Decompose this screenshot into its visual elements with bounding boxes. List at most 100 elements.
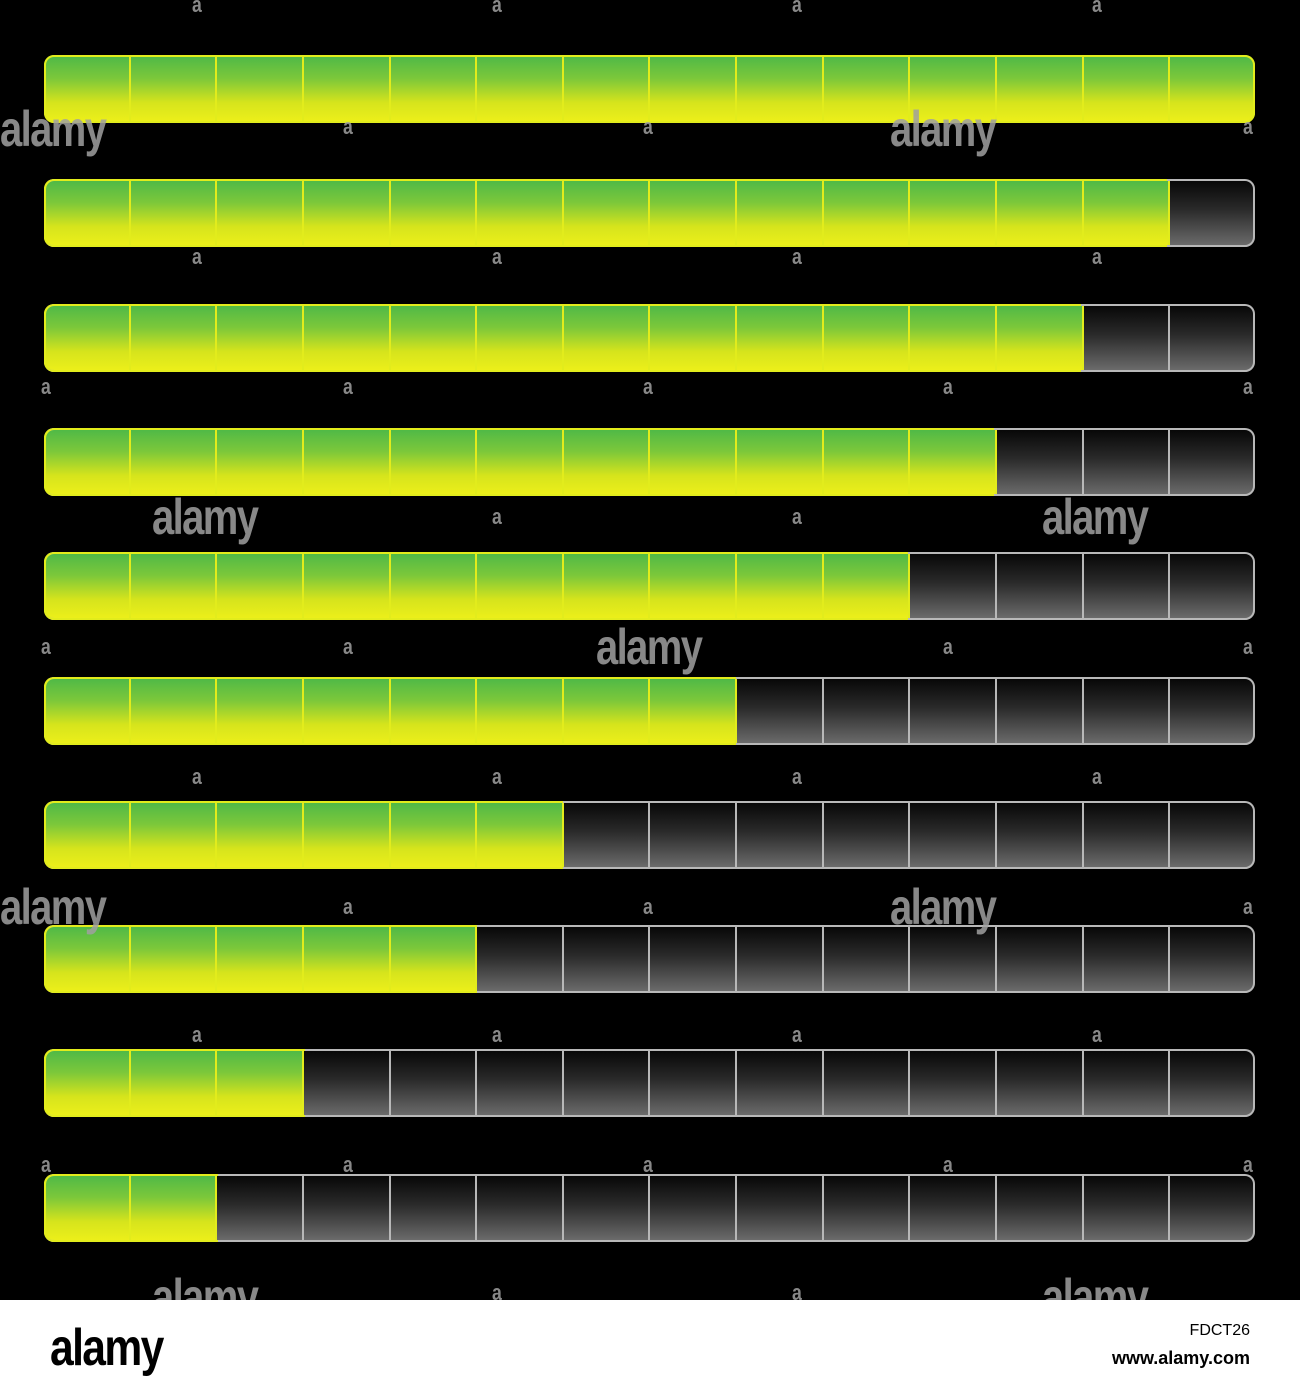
segment-filled <box>130 428 218 496</box>
watermark-mark: a <box>192 764 202 789</box>
segment-empty <box>997 925 1084 993</box>
segment-empty <box>563 1174 651 1242</box>
segment-filled <box>650 55 738 123</box>
watermark-mark: a <box>943 1152 953 1177</box>
segment-empty <box>1083 1174 1171 1242</box>
segment-filled <box>650 428 738 496</box>
watermark-mark: a <box>343 634 353 659</box>
watermark-mark: a <box>1243 634 1253 659</box>
segment-empty <box>390 1049 478 1117</box>
segment-filled <box>130 677 218 745</box>
segment-empty <box>1170 1174 1255 1242</box>
watermark-logo: alamy <box>596 619 703 675</box>
progress-bar-5 <box>44 552 1255 620</box>
segment-empty <box>1083 552 1171 620</box>
segment-empty <box>1170 1049 1255 1117</box>
segment-empty <box>1170 304 1255 372</box>
segment-filled <box>1083 55 1171 123</box>
segment-empty <box>997 677 1084 745</box>
segment-filled <box>737 55 824 123</box>
progress-bar-4 <box>44 428 1255 496</box>
segment-filled <box>477 179 564 247</box>
segment-empty <box>1170 925 1255 993</box>
segment-filled <box>44 801 131 869</box>
segment-filled <box>650 552 738 620</box>
watermark-mark: a <box>343 374 353 399</box>
segment-empty <box>910 801 998 869</box>
segment-filled <box>563 55 651 123</box>
watermark-mark: a <box>343 1152 353 1177</box>
segment-filled <box>303 925 391 993</box>
watermark-mark: a <box>1243 114 1253 139</box>
progress-bar-1 <box>44 55 1255 123</box>
segment-filled <box>997 179 1084 247</box>
watermark-mark: a <box>792 504 802 529</box>
segment-empty <box>217 1174 304 1242</box>
segment-filled <box>737 428 824 496</box>
watermark-mark: a <box>792 244 802 269</box>
segment-empty <box>1083 677 1171 745</box>
watermark-logo: alamy <box>890 101 997 157</box>
segment-filled <box>130 55 218 123</box>
segment-filled <box>477 677 564 745</box>
segment-empty <box>910 552 998 620</box>
segment-filled <box>303 801 391 869</box>
watermark-logo: alamy <box>0 101 107 157</box>
segment-filled <box>823 552 911 620</box>
segment-empty <box>823 801 911 869</box>
segment-filled <box>477 801 564 869</box>
segment-filled <box>217 179 304 247</box>
watermark-mark: a <box>492 1022 502 1047</box>
segment-empty <box>910 1174 998 1242</box>
segment-filled <box>1170 55 1255 123</box>
segment-empty <box>1170 801 1255 869</box>
footer-image-id: FDCT26 <box>1189 1322 1250 1339</box>
watermark-mark: a <box>1243 894 1253 919</box>
segment-empty <box>823 1049 911 1117</box>
segment-filled <box>823 55 911 123</box>
progress-bar-9 <box>44 1049 1255 1117</box>
segment-filled <box>563 304 651 372</box>
watermark-mark: a <box>41 374 51 399</box>
segment-filled <box>217 428 304 496</box>
segment-empty <box>650 1174 738 1242</box>
segment-filled <box>130 1049 218 1117</box>
segment-filled <box>477 552 564 620</box>
segment-empty <box>303 1174 391 1242</box>
segment-filled <box>217 1049 304 1117</box>
segment-filled <box>650 179 738 247</box>
watermark-mark: a <box>643 894 653 919</box>
watermark-mark: a <box>1243 374 1253 399</box>
segment-empty <box>1083 304 1171 372</box>
footer-strip: alamy FDCT26 www.alamy.com <box>0 1300 1300 1390</box>
segment-empty <box>650 925 738 993</box>
segment-filled <box>563 677 651 745</box>
segment-empty <box>650 801 738 869</box>
watermark-mark: a <box>492 244 502 269</box>
watermark-mark: a <box>1243 1152 1253 1177</box>
segment-filled <box>390 428 478 496</box>
segment-empty <box>563 1049 651 1117</box>
segment-empty <box>1083 801 1171 869</box>
watermark-mark: a <box>41 1152 51 1177</box>
segment-filled <box>1083 179 1171 247</box>
segment-filled <box>217 55 304 123</box>
segment-empty <box>303 1049 391 1117</box>
segment-empty <box>997 428 1084 496</box>
segment-empty <box>563 925 651 993</box>
watermark-mark: a <box>343 114 353 139</box>
progress-bar-10 <box>44 1174 1255 1242</box>
segment-empty <box>477 1049 564 1117</box>
segment-empty <box>737 1174 824 1242</box>
segment-empty <box>1083 925 1171 993</box>
watermark-mark: a <box>492 764 502 789</box>
segment-filled <box>130 552 218 620</box>
progress-bar-stack <box>44 55 1255 1242</box>
segment-empty <box>823 1174 911 1242</box>
segment-filled <box>477 55 564 123</box>
segment-filled <box>823 304 911 372</box>
segment-empty <box>737 677 824 745</box>
segment-empty <box>1170 179 1255 247</box>
segment-filled <box>44 304 131 372</box>
segment-filled <box>477 428 564 496</box>
